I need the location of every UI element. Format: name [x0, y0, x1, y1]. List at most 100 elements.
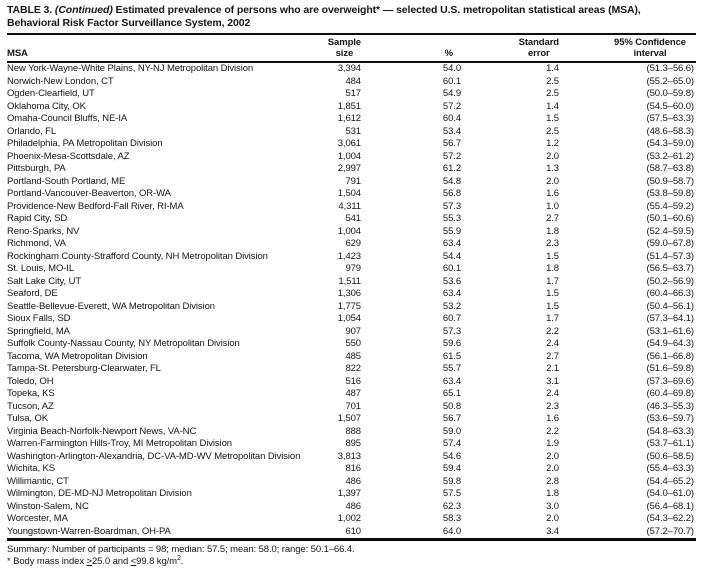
confidence-interval-cell: (54.3–62.2) [646, 513, 695, 524]
sample-size-cell: 541 [345, 213, 361, 224]
table-body: New York-Wayne-White Plains, NY-NJ Metro… [7, 62, 696, 540]
table-row: Reno-Sparks, NV 1,004 55.9 1.8 (52.4–59.5) [7, 226, 696, 239]
table-row: Richmond, VA 629 63.4 2.3 (59.0–67.8) [7, 238, 696, 251]
percent-cell: 56.7 [442, 413, 461, 424]
percent-cell: 65.1 [442, 388, 461, 399]
sample-size-cell: 895 [345, 438, 361, 449]
confidence-interval-cell: (54.5–60.0) [646, 100, 695, 112]
table-title-prefix: TABLE 3. [7, 4, 55, 16]
percent-cell: 62.3 [442, 500, 461, 512]
msa-cell: Sioux Falls, SD [7, 313, 71, 324]
confidence-interval-cell: (53.1–61.6) [646, 325, 695, 337]
msa-cell: Seaford, DE [7, 288, 58, 299]
table-row: Suffolk County-Nassau County, NY Metropo… [7, 338, 696, 351]
table-row: Seaford, DE 1,306 63.4 1.5 (60.4–66.3) [7, 288, 696, 301]
sample-size-cell: 1,504 [337, 188, 361, 199]
table-row: Salt Lake City, UT 1,511 53.6 1.7 (50.2–56.9… [7, 276, 696, 289]
percent-cell: 60.7 [442, 313, 461, 324]
confidence-interval-cell: (54.3–59.0) [646, 138, 695, 149]
confidence-interval-cell: (57.3–69.6) [646, 375, 695, 387]
msa-cell: Warren-Farmington Hills-Troy, MI Metropo… [7, 438, 232, 449]
col-header-percent: % [444, 47, 453, 59]
col-header-sample-size: Sample size [327, 37, 361, 59]
standard-error-cell: 1.3 [546, 163, 559, 174]
standard-error-cell: 2.8 [546, 475, 559, 487]
table-row: Phoenix-Mesa-Scottsdale, AZ 1,004 57.2 2.0 (… [7, 151, 696, 164]
table-row: Seattle-Bellevue-Everett, WA Metropolita… [7, 301, 696, 314]
table-title-continued: (Continued) [54, 4, 113, 16]
percent-cell: 53.4 [442, 125, 461, 137]
table-row: St. Louis, MO-IL 979 60.1 1.8 (56.5–63.7) [7, 263, 696, 276]
standard-error-cell: 2.1 [546, 363, 559, 374]
percent-cell: 59.4 [442, 463, 461, 474]
table-row: Orlando, FL 531 53.4 2.5 (48.6–58.3) [7, 126, 696, 139]
standard-error-cell: 1.9 [546, 438, 559, 449]
confidence-interval-cell: (55.4–59.2) [646, 200, 695, 212]
percent-cell: 56.8 [442, 188, 461, 199]
confidence-interval-cell: (55.2–65.0) [646, 75, 695, 87]
sample-size-cell: 486 [345, 500, 361, 512]
sample-size-cell: 3,061 [337, 138, 361, 149]
confidence-interval-cell: (53.8–59.8) [646, 188, 695, 199]
standard-error-cell: 2.0 [546, 463, 559, 474]
percent-cell: 54.6 [442, 450, 461, 462]
table-row: Tacoma, WA Metropolitan Division 485 61.5 2… [7, 351, 696, 364]
percent-cell: 57.3 [442, 200, 461, 212]
table-row: Norwich-New London, CT 484 60.1 2.5 (55.2–65… [7, 76, 696, 89]
confidence-interval-cell: (60.4–69.8) [646, 388, 695, 399]
confidence-interval-cell: (51.4–57.3) [646, 250, 695, 262]
sample-size-cell: 1,004 [337, 150, 361, 162]
sample-size-cell: 517 [345, 88, 361, 99]
percent-cell: 57.5 [442, 488, 461, 499]
percent-cell: 55.7 [442, 363, 461, 374]
table-row: Sioux Falls, SD 1,054 60.7 1.7 (57.3–64.1) [7, 313, 696, 326]
confidence-interval-cell: (57.3–64.1) [646, 313, 695, 324]
table-row: Portland-South Portland, ME 791 54.8 2.0 (50… [7, 176, 696, 189]
sample-size-cell: 610 [345, 525, 361, 537]
sample-size-cell: 1,054 [337, 313, 361, 324]
sample-size-cell: 531 [345, 125, 361, 137]
percent-cell: 63.4 [442, 238, 461, 249]
table-row: Willimantic, CT 486 59.8 2.8 (54.4–65.2) [7, 476, 696, 489]
sample-size-cell: 629 [345, 238, 361, 249]
percent-cell: 53.2 [442, 300, 461, 312]
confidence-interval-cell: (54.9–64.3) [646, 338, 695, 349]
standard-error-cell: 1.7 [546, 275, 559, 287]
sample-size-cell: 2,997 [337, 163, 361, 174]
msa-cell: Worcester, MA [7, 513, 68, 524]
sample-size-cell: 485 [345, 350, 361, 362]
msa-cell: Rockingham County-Strafford County, NH M… [7, 250, 268, 262]
sample-size-cell: 4,311 [338, 200, 361, 212]
standard-error-cell: 1.4 [546, 63, 559, 74]
standard-error-cell: 1.2 [546, 138, 559, 149]
table-header: MSA Sample size % Standard error 95% Confi… [7, 34, 696, 62]
gte-symbol: > [86, 556, 93, 567]
msa-cell: Phoenix-Mesa-Scottsdale, AZ [7, 150, 130, 162]
msa-cell: Suffolk County-Nassau County, NY Metropo… [7, 338, 240, 349]
percent-cell: 63.4 [442, 288, 461, 299]
confidence-interval-cell: (50.6–58.5) [646, 450, 695, 462]
confidence-interval-cell: (56.4–68.1) [646, 500, 695, 512]
table-row: Winston-Salem, NC 486 62.3 3.0 (56.4–68.1) [7, 501, 696, 514]
standard-error-cell: 1.4 [546, 100, 559, 112]
msa-cell: Portland-South Portland, ME [7, 175, 126, 187]
msa-cell: Seattle-Bellevue-Everett, WA Metropolita… [7, 300, 215, 312]
msa-cell: Philadelphia, PA Metropolitan Division [7, 138, 163, 149]
msa-cell: Richmond, VA [7, 238, 66, 249]
sample-size-cell: 516 [345, 375, 361, 387]
percent-cell: 50.8 [442, 400, 461, 412]
percent-cell: 57.3 [442, 325, 461, 337]
percent-cell: 60.1 [442, 75, 461, 87]
msa-cell: Ogden-Clearfield, UT [7, 88, 95, 99]
confidence-interval-cell: (54.0–61.0) [646, 488, 695, 499]
confidence-interval-cell: (50.1–60.6) [646, 213, 695, 224]
msa-cell: Springfield, MA [7, 325, 70, 337]
confidence-interval-cell: (56.5–63.7) [646, 263, 695, 274]
summary-text: Summary: Number of participants = 98; me… [7, 544, 355, 555]
confidence-interval-cell: (52.4–59.5) [646, 225, 695, 237]
confidence-interval-cell: (54.4–65.2) [646, 475, 695, 487]
confidence-interval-cell: (58.7–63.8) [646, 163, 695, 174]
percent-cell: 57.2 [442, 150, 461, 162]
sample-size-cell: 1,397 [337, 488, 361, 499]
